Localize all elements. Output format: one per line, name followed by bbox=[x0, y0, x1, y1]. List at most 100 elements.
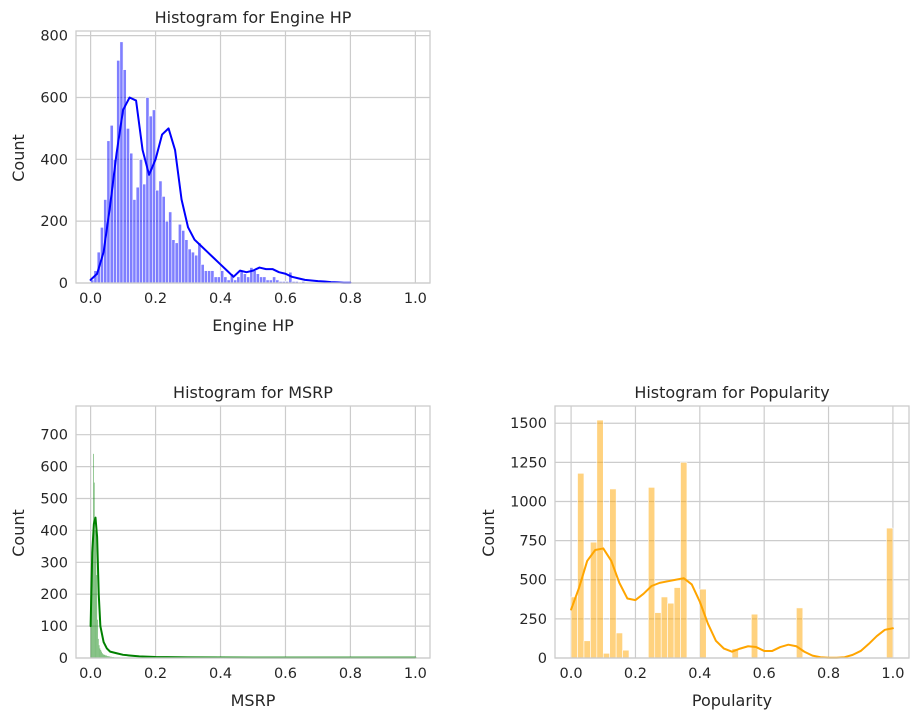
engine-hp-bar-12 bbox=[129, 152, 134, 284]
msrp-bar-0 bbox=[90, 626, 92, 658]
msrp-bar-9 bbox=[97, 638, 99, 658]
msrp-xtick-label-0: 0.0 bbox=[79, 666, 102, 682]
engine-hp-bar-14 bbox=[135, 186, 140, 284]
engine-hp-bar-48 bbox=[246, 276, 251, 284]
msrp-ytick-label-7: 700 bbox=[40, 428, 68, 444]
popularity-bar-8 bbox=[622, 649, 630, 659]
engine-hp-bar-37 bbox=[210, 270, 215, 284]
msrp-bar-13 bbox=[101, 651, 102, 658]
engine-hp-xtick-label-1: 0.2 bbox=[144, 291, 167, 307]
engine-hp-ytick-label-2: 400 bbox=[40, 152, 68, 168]
engine-hp-bar-28 bbox=[181, 230, 186, 284]
msrp-bar-16 bbox=[103, 654, 105, 658]
engine-hp-title: Histogram for Engine HP bbox=[155, 8, 352, 27]
engine-hp-bar-29 bbox=[184, 239, 189, 284]
engine-hp-bar-20 bbox=[155, 189, 160, 284]
popularity-bar-1 bbox=[577, 473, 585, 659]
popularity-ytick-label-6: 1500 bbox=[510, 416, 547, 432]
engine-hp-bar-50 bbox=[252, 270, 257, 284]
popularity-bar-14 bbox=[660, 596, 668, 659]
engine-hp-bar-21 bbox=[158, 180, 163, 284]
engine-hp-bar-46 bbox=[239, 270, 244, 284]
popularity-bar-3 bbox=[590, 541, 598, 659]
popularity-xtick-label-2: 0.4 bbox=[688, 666, 711, 682]
popularity-xtick-label-4: 0.8 bbox=[817, 666, 840, 682]
msrp-bar-21 bbox=[107, 656, 109, 658]
popularity-ytick-label-1: 250 bbox=[519, 612, 547, 628]
engine-hp-bar-17 bbox=[145, 97, 150, 284]
engine-hp-bar-35 bbox=[203, 270, 208, 284]
engine-hp-bar-53 bbox=[262, 276, 267, 284]
msrp-title: Histogram for MSRP bbox=[173, 383, 333, 402]
msrp-bar-11 bbox=[99, 648, 101, 658]
popularity-histogram: Histogram for Popularity Popularity Coun… bbox=[479, 383, 910, 710]
popularity-xtick-label-1: 0.2 bbox=[624, 666, 647, 682]
popularity-bar-13 bbox=[654, 612, 662, 659]
engine-hp-bar-15 bbox=[139, 159, 143, 284]
popularity-ytick-label-2: 500 bbox=[519, 573, 547, 589]
popularity-bar-2 bbox=[583, 640, 591, 659]
engine-hp-bar-10 bbox=[122, 69, 127, 284]
msrp-bar-20 bbox=[106, 656, 108, 658]
msrp-ytick-label-2: 200 bbox=[40, 587, 68, 603]
engine-hp-bar-23 bbox=[165, 220, 169, 284]
msrp-kde-line bbox=[89, 516, 417, 659]
engine-hp-bar-51 bbox=[255, 273, 260, 284]
engine-hp-ylabel: Count bbox=[9, 134, 28, 182]
engine-hp-bar-22 bbox=[161, 196, 166, 284]
engine-hp-bar-26 bbox=[174, 242, 179, 284]
engine-hp-ytick-label-3: 600 bbox=[40, 90, 68, 106]
popularity-bar-17 bbox=[680, 462, 688, 659]
engine-hp-xlabel: Engine HP bbox=[212, 316, 294, 335]
engine-hp-histogram: Histogram for Engine HP Engine HP Count … bbox=[9, 8, 431, 335]
msrp-ytick-label-3: 300 bbox=[40, 555, 68, 571]
popularity-xlabel: Popularity bbox=[692, 691, 772, 710]
engine-hp-bar-33 bbox=[197, 242, 202, 284]
msrp-bar-15 bbox=[102, 654, 104, 658]
engine-hp-bar-34 bbox=[200, 264, 205, 284]
msrp-bar-10 bbox=[98, 645, 100, 658]
popularity-xtick-label-3: 0.6 bbox=[753, 666, 776, 682]
engine-hp-xtick-label-4: 0.8 bbox=[339, 291, 362, 307]
engine-hp-bar-8 bbox=[116, 60, 121, 284]
engine-hp-bar-18 bbox=[148, 115, 153, 284]
engine-hp-bar-47 bbox=[242, 273, 247, 284]
popularity-xtick-label-5: 1.0 bbox=[881, 666, 904, 682]
engine-hp-bar-36 bbox=[207, 270, 212, 284]
engine-hp-bar-9 bbox=[119, 41, 124, 284]
engine-hp-bar-30 bbox=[187, 248, 192, 284]
popularity-plot-area bbox=[554, 405, 910, 659]
msrp-bar-8 bbox=[97, 619, 98, 658]
engine-hp-bar-52 bbox=[259, 276, 264, 284]
popularity-ytick-label-3: 750 bbox=[519, 534, 547, 550]
engine-hp-bar-39 bbox=[216, 276, 221, 284]
msrp-bar-5 bbox=[94, 530, 96, 658]
engine-hp-kde-line bbox=[89, 96, 352, 284]
popularity-bar-12 bbox=[648, 487, 656, 659]
msrp-bar-23 bbox=[109, 656, 111, 658]
msrp-bar-19 bbox=[106, 655, 107, 658]
msrp-bar-3 bbox=[93, 453, 94, 658]
popularity-bar-20 bbox=[699, 588, 707, 659]
msrp-bar-18 bbox=[105, 655, 107, 658]
engine-hp-bar-24 bbox=[168, 211, 173, 284]
engine-hp-xtick-label-0: 0.0 bbox=[79, 291, 102, 307]
engine-hp-bar-16 bbox=[142, 183, 147, 284]
msrp-ytick-label-0: 0 bbox=[59, 651, 68, 667]
msrp-ytick-label-1: 100 bbox=[40, 619, 68, 635]
popularity-bar-4 bbox=[596, 419, 604, 659]
msrp-bar-4 bbox=[93, 482, 95, 658]
engine-hp-ytick-label-1: 200 bbox=[40, 214, 68, 230]
engine-hp-bar-27 bbox=[178, 223, 182, 284]
msrp-bar-17 bbox=[104, 654, 106, 658]
popularity-bar-5 bbox=[602, 653, 611, 659]
engine-hp-bar-56 bbox=[272, 276, 277, 284]
msrp-ylabel: Count bbox=[9, 509, 28, 557]
msrp-bar-22 bbox=[108, 656, 110, 658]
popularity-bar-15 bbox=[667, 602, 675, 659]
engine-hp-bar-32 bbox=[194, 254, 199, 284]
engine-hp-bar-11 bbox=[126, 128, 130, 284]
engine-hp-bar-25 bbox=[171, 239, 176, 284]
engine-hp-bar-31 bbox=[190, 251, 195, 284]
